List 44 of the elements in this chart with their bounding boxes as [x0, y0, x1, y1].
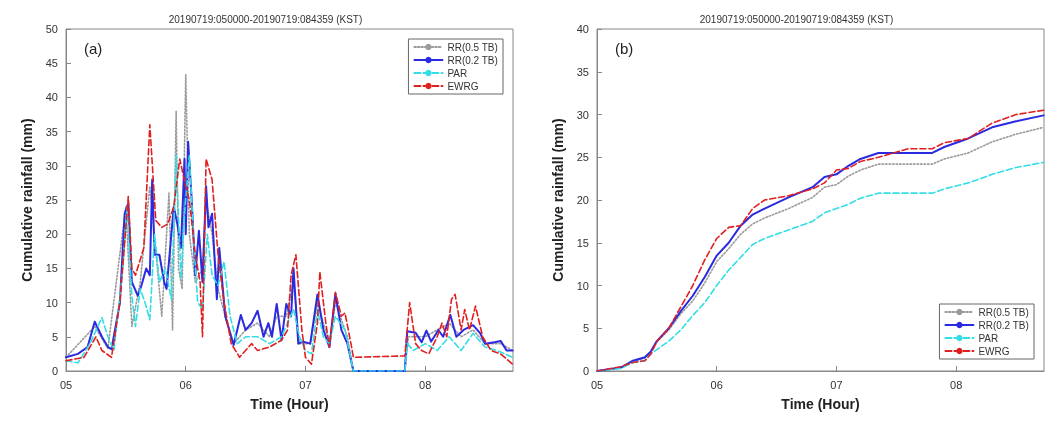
legend-label: RR(0.2 TB): [978, 319, 1029, 331]
legend-label: RR(0.2 TB): [447, 54, 498, 66]
y-tick-label: 30: [576, 108, 589, 121]
y-tick-label: 35: [45, 125, 58, 138]
y-tick-label: 10: [45, 296, 58, 309]
y-axis-title: Cumulative rainfall (mm): [19, 118, 35, 282]
y-axis-title: Cumulative rainfall (mm): [550, 118, 566, 282]
legend-label: RR(0.5 TB): [447, 41, 498, 53]
x-tick-label: 06: [710, 378, 723, 391]
legend-label: PAR: [978, 332, 999, 344]
annotation: (a): [84, 40, 103, 57]
chart-title: 20190719:050000-20190719:084359 (KST): [699, 13, 894, 25]
x-tick-label: 06: [179, 378, 192, 391]
y-tick-label: 40: [576, 23, 589, 35]
y-tick-label: 20: [576, 194, 589, 206]
legend-label: RR(0.5 TB): [978, 306, 1029, 318]
x-tick-label: 08: [419, 378, 432, 391]
y-tick-label: 10: [576, 279, 589, 292]
y-tick-label: 20: [45, 228, 58, 241]
x-tick-label: 07: [830, 378, 843, 391]
y-tick-label: 0: [51, 365, 58, 377]
y-tick-label: 5: [51, 330, 58, 343]
y-tick-label: 0: [582, 365, 589, 377]
x-tick-label: 05: [590, 378, 604, 391]
x-tick-label: 05: [59, 378, 73, 391]
y-tick-label: 50: [45, 23, 58, 35]
y-tick-label: 30: [45, 159, 58, 172]
y-tick-label: 25: [576, 151, 589, 164]
legend-label: EWRG: [978, 345, 1010, 357]
legend-label: PAR: [447, 67, 468, 79]
y-tick-label: 35: [576, 65, 589, 78]
annotation: (b): [615, 40, 634, 57]
legend-label: EWRG: [447, 80, 479, 92]
y-tick-label: 5: [582, 322, 589, 335]
x-tick-label: 08: [950, 378, 963, 391]
y-tick-label: 40: [45, 91, 58, 104]
x-axis-title: Time (Hour): [250, 396, 329, 412]
chart-title: 20190719:050000-20190719:084359 (KST): [168, 13, 363, 25]
y-tick-label: 25: [45, 194, 58, 206]
x-axis-title: Time (Hour): [781, 396, 860, 412]
y-tick-label: 15: [576, 236, 589, 249]
x-tick-label: 07: [299, 378, 312, 391]
y-tick-label: 45: [45, 57, 58, 70]
y-tick-label: 15: [45, 262, 58, 275]
